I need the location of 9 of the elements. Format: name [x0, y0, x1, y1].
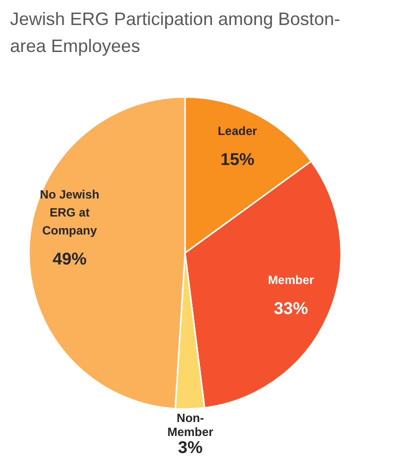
- slice-label: No Jewish ERG at Company: [40, 187, 100, 238]
- data-label: 33%: [274, 298, 308, 318]
- slice-label: Non-Member: [167, 410, 214, 439]
- slice-label: Member: [268, 272, 314, 287]
- data-label: 15%: [220, 150, 254, 170]
- data-label: 49%: [52, 249, 87, 268]
- chart-title: Jewish ERG Participation among Boston-area Employees: [10, 8, 342, 58]
- slice-label: Leader: [218, 124, 258, 138]
- data-label: 3%: [178, 438, 203, 457]
